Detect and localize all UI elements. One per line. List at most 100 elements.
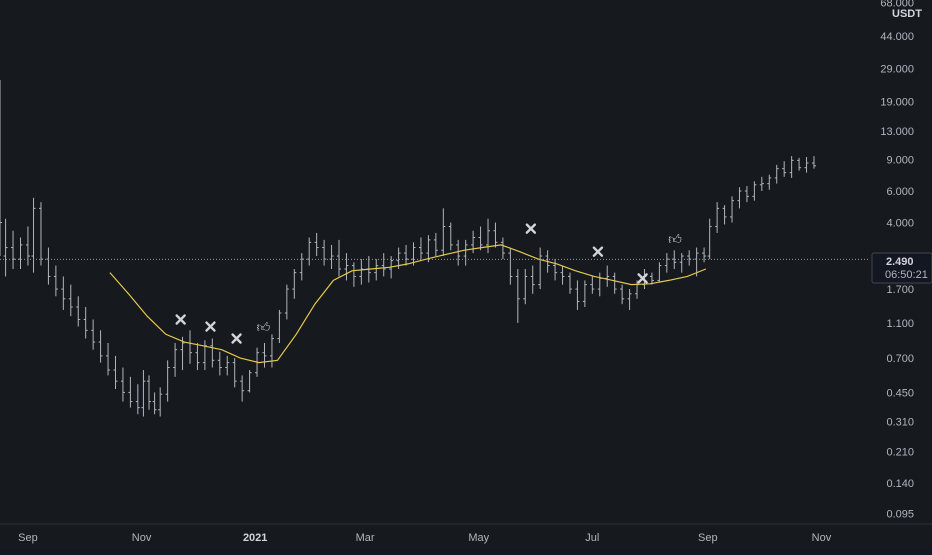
price-tick-label: 0.700 bbox=[886, 353, 914, 365]
price-bar bbox=[515, 269, 520, 323]
price-bar bbox=[240, 375, 245, 402]
moving-average-line bbox=[109, 244, 707, 364]
price-tick-label: 0.450 bbox=[886, 387, 914, 399]
price-bar bbox=[307, 237, 312, 266]
signal-markers: 👍︎ 👍︎ bbox=[175, 223, 682, 344]
price-bar bbox=[612, 272, 617, 294]
price-bar bbox=[493, 222, 498, 248]
price-tick-label: 0.095 bbox=[886, 508, 914, 520]
price-tick-label: 13.000 bbox=[880, 126, 914, 138]
price-bar bbox=[664, 253, 669, 273]
thumbs-up-icon: 👍︎ bbox=[257, 320, 271, 335]
price-bar bbox=[707, 218, 712, 260]
price-bar bbox=[649, 272, 654, 285]
price-bar bbox=[448, 222, 453, 251]
price-bar bbox=[53, 265, 58, 297]
price-bar bbox=[180, 336, 185, 371]
price-bar bbox=[553, 259, 558, 281]
price-bar bbox=[620, 284, 625, 305]
price-bar bbox=[158, 387, 163, 417]
time-tick-label: May bbox=[468, 532, 489, 544]
price-bar bbox=[567, 272, 572, 294]
price-bar bbox=[426, 235, 431, 263]
price-bar bbox=[195, 342, 200, 371]
price-bar bbox=[374, 259, 379, 281]
time-tick-label: Jul bbox=[585, 532, 599, 544]
price-bar bbox=[210, 338, 215, 368]
price-bar bbox=[722, 205, 727, 225]
price-bar bbox=[627, 289, 632, 310]
price-bar bbox=[657, 262, 662, 283]
price-bar bbox=[141, 370, 146, 417]
price-bar bbox=[797, 157, 802, 171]
price-bar bbox=[3, 218, 8, 277]
thumbs-up-icon: 👍︎ bbox=[668, 232, 682, 247]
price-bar bbox=[715, 202, 720, 233]
x-mark-icon bbox=[205, 321, 216, 332]
price-bar bbox=[135, 384, 140, 415]
price-bar bbox=[433, 232, 438, 257]
time-tick-label: Sep bbox=[18, 532, 38, 544]
price-bar bbox=[463, 239, 468, 266]
price-bar bbox=[344, 253, 349, 281]
time-axis[interactable]: Sep Nov 2021 Mar May Jul Sep Nov bbox=[0, 523, 932, 544]
price-bar bbox=[187, 330, 192, 364]
price-bar bbox=[284, 284, 289, 320]
price-bar bbox=[811, 156, 816, 169]
price-bar bbox=[217, 351, 222, 376]
price-bar bbox=[0, 80, 2, 257]
price-bar bbox=[605, 265, 610, 287]
price-tick-label: 1.100 bbox=[886, 318, 914, 330]
price-bar bbox=[804, 156, 809, 173]
price-bar bbox=[128, 376, 133, 408]
price-bar bbox=[752, 181, 757, 201]
price-bar bbox=[247, 370, 252, 393]
price-bar bbox=[456, 239, 461, 266]
price-bar bbox=[737, 187, 742, 209]
bar-countdown: 06:50:21 bbox=[885, 269, 928, 281]
price-bar bbox=[38, 202, 43, 266]
price-bar bbox=[679, 253, 684, 273]
svg-text:👍︎: 👍︎ bbox=[668, 232, 682, 247]
price-bar bbox=[478, 226, 483, 251]
price-tick-label: 29.000 bbox=[880, 64, 914, 76]
price-bar bbox=[523, 269, 528, 305]
price-bar bbox=[98, 330, 103, 363]
price-bar bbox=[774, 164, 779, 184]
price-bar bbox=[381, 253, 386, 277]
price-bar bbox=[11, 230, 16, 270]
price-bar bbox=[687, 250, 692, 266]
price-tick-label: 1.700 bbox=[886, 284, 914, 296]
current-price-value: 2.490 bbox=[886, 256, 914, 268]
price-bar bbox=[441, 208, 446, 257]
x-mark-icon bbox=[175, 314, 186, 325]
price-bar bbox=[314, 232, 319, 257]
price-bar bbox=[538, 247, 543, 290]
price-bar bbox=[404, 244, 409, 266]
price-bar bbox=[322, 239, 327, 266]
price-bar bbox=[329, 244, 334, 270]
price-bar bbox=[767, 174, 772, 190]
time-tick-label: Sep bbox=[698, 532, 718, 544]
price-bar bbox=[113, 355, 118, 390]
price-bar bbox=[486, 218, 491, 254]
price-bar bbox=[106, 342, 111, 376]
moving-average-layer bbox=[109, 244, 707, 364]
time-tick-label: 2021 bbox=[243, 532, 267, 544]
price-bar bbox=[292, 269, 297, 299]
price-bar bbox=[560, 265, 565, 285]
price-tick-label: 6.000 bbox=[886, 186, 914, 198]
price-bar bbox=[418, 237, 423, 260]
price-bar bbox=[76, 296, 81, 327]
price-bar bbox=[152, 392, 157, 415]
x-mark-icon bbox=[637, 273, 648, 284]
x-mark-icon bbox=[525, 223, 537, 234]
currency-unit-label: USDT bbox=[892, 8, 922, 20]
price-bar bbox=[702, 247, 707, 263]
price-tick-label: 0.310 bbox=[886, 416, 914, 428]
svg-text:👍︎: 👍︎ bbox=[257, 320, 271, 335]
price-bar bbox=[225, 355, 230, 376]
price-bar bbox=[232, 358, 237, 388]
